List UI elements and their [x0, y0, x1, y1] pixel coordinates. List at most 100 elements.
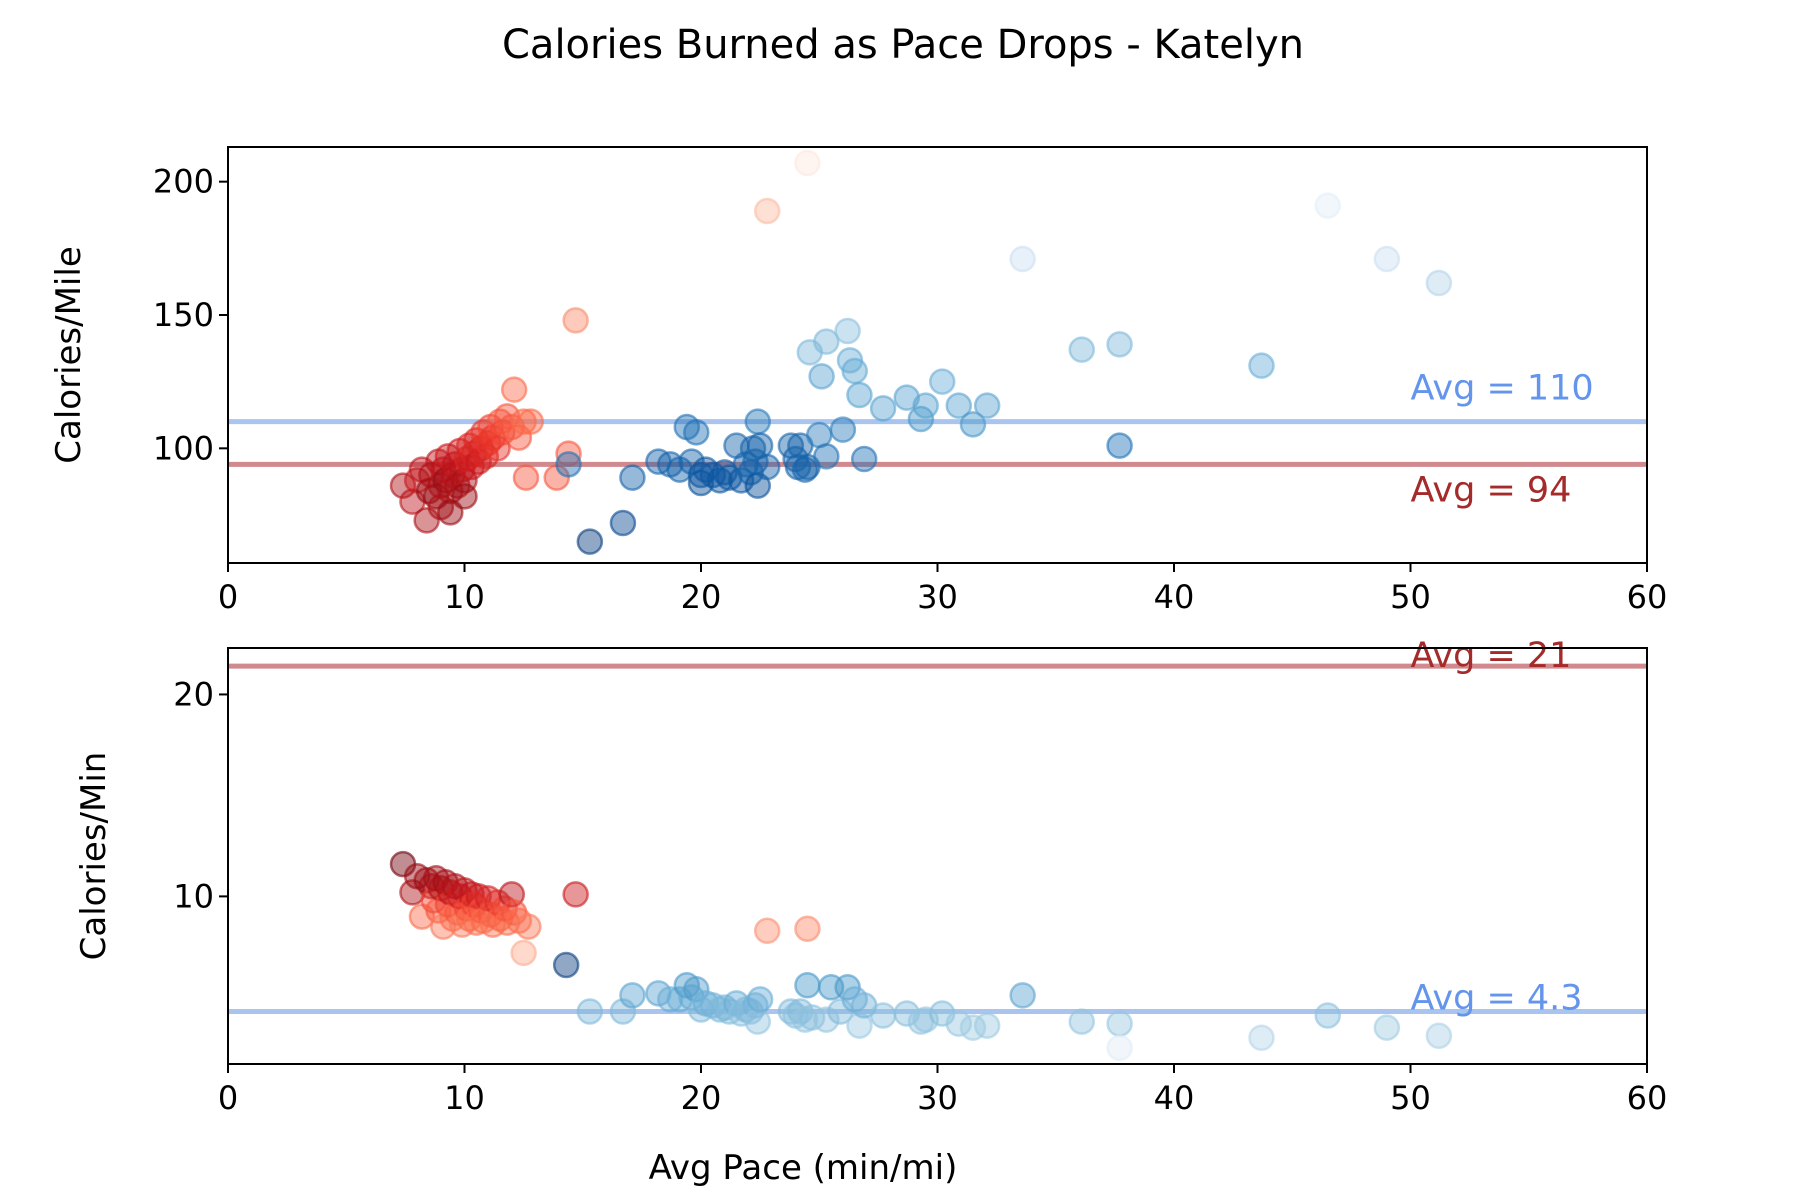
scatter-point: [562, 307, 589, 334]
scatter-point: [683, 976, 710, 1003]
scatter-point: [1248, 352, 1275, 379]
scatter-point: [1314, 1002, 1341, 1029]
x-tick-label: 60: [1627, 578, 1668, 616]
average-labels: Avg = 21 Avg = 4.3: [1411, 636, 1583, 1018]
axis-ticks: 0 10 20 30 40 50 60 10 20: [173, 675, 1667, 1117]
axis-ticks: 0 10 20 30 40 50 60 100 150 200: [153, 163, 1667, 616]
x-tick-label: 50: [1390, 1079, 1431, 1117]
scatter-point: [928, 368, 956, 395]
scatter-point: [1425, 1022, 1453, 1049]
average-label-blue: Avg = 4.3: [1411, 978, 1583, 1018]
scatter-point: [1009, 982, 1036, 1009]
scatter-point: [794, 149, 821, 177]
scatter-point: [1314, 192, 1341, 219]
calories-per-minute-panel: Avg = 21 Avg = 4.3 0 10 20 30 40 50 60 10 20 Calo…: [74, 636, 1667, 1117]
scatter-point: [846, 381, 873, 409]
x-tick-label: 10: [444, 578, 485, 616]
scatter-point: [753, 197, 781, 225]
average-labels: Avg = 110 Avg = 94: [1411, 369, 1594, 511]
scatter-point: [500, 376, 528, 403]
x-tick-label: 0: [218, 578, 238, 616]
y-tick-label: 10: [173, 877, 214, 915]
scatter-point: [753, 453, 781, 481]
scatter-point: [813, 328, 840, 355]
scatter-point: [510, 408, 537, 435]
scatter-point: [510, 939, 537, 967]
scatter-point: [829, 416, 857, 443]
y-tick-label: 150: [153, 296, 214, 334]
scatter-point: [576, 528, 604, 555]
scatter-point: [1068, 336, 1096, 363]
scatter-points: [389, 149, 1453, 555]
y-tick-label: 20: [173, 675, 214, 713]
x-tick-label: 60: [1627, 1079, 1668, 1117]
scatter-point: [959, 411, 987, 438]
scatter-point: [484, 435, 511, 462]
y-axis-label: Calories/Mile: [49, 246, 89, 463]
scatter-point: [555, 440, 582, 467]
scatter-point: [794, 971, 821, 999]
scatter-point: [555, 451, 582, 478]
scatter-point: [609, 998, 637, 1025]
scatter-point: [512, 464, 540, 491]
scatter-point: [746, 986, 774, 1013]
scatter-point: [657, 986, 684, 1013]
average-label-blue: Avg = 110: [1411, 369, 1594, 409]
x-tick-label: 40: [1154, 1079, 1195, 1117]
scatter-point: [744, 1008, 772, 1035]
scatter-point: [562, 881, 589, 908]
scatter-point: [1106, 1010, 1133, 1037]
average-lines: [228, 663, 1647, 1014]
y-tick-label: 100: [153, 429, 214, 467]
x-tick-label: 30: [917, 578, 958, 616]
y-tick-label: 200: [153, 163, 214, 201]
scatter-point: [1373, 245, 1401, 273]
x-tick-label: 30: [917, 1079, 958, 1117]
scatter-point: [850, 445, 878, 473]
x-tick-label: 40: [1154, 578, 1195, 616]
scatter-point: [973, 1012, 1001, 1039]
scatter-point: [1106, 331, 1133, 358]
scatter-point: [1425, 269, 1453, 297]
scatter-point: [576, 998, 604, 1025]
scatter-point: [808, 363, 835, 390]
scatter-point: [945, 392, 973, 419]
scatter-point: [973, 392, 1001, 419]
average-lines: [228, 419, 1647, 467]
x-tick-label: 20: [681, 1079, 722, 1117]
scatter-point: [1106, 432, 1133, 459]
calories-per-mile-panel: Avg = 110 Avg = 94 0 10 20 30 40 50 60 100 150 200…: [49, 146, 1667, 616]
scatter-point: [1106, 1034, 1133, 1062]
scatter-point: [869, 395, 897, 422]
scatter-point: [912, 392, 939, 419]
scatter-point: [1009, 245, 1036, 273]
average-label-red: Avg = 21: [1411, 636, 1572, 676]
scatter-point: [1373, 1014, 1401, 1041]
scatter-point: [846, 1012, 873, 1039]
scatter-point: [753, 917, 781, 944]
x-tick-label: 10: [444, 1079, 485, 1117]
scatter-point: [869, 1002, 897, 1029]
scatter-point: [552, 951, 580, 979]
scatter-point: [619, 982, 646, 1009]
scatter-point: [744, 408, 772, 435]
scatter-point: [683, 419, 710, 446]
scatter-point: [619, 464, 646, 491]
average-label-red: Avg = 94: [1411, 470, 1572, 510]
scatter-point: [841, 357, 868, 385]
x-axis-label: Avg Pace (min/mi): [649, 1148, 958, 1188]
scatter-point: [389, 472, 417, 499]
scatter-point: [609, 509, 637, 537]
scatter-point: [794, 915, 821, 942]
scatter-point: [813, 1006, 840, 1033]
scatter-point: [1068, 1008, 1096, 1035]
chart-title: Calories Burned as Pace Drops - Katelyn: [502, 22, 1304, 68]
scatter-point: [451, 483, 478, 510]
scatter-point: [834, 317, 861, 345]
scatter-point: [678, 448, 705, 475]
scatter-point: [515, 913, 542, 940]
scatter-point: [1248, 1024, 1275, 1051]
scatter-points: [389, 850, 1453, 1062]
scatter-point: [517, 408, 544, 435]
